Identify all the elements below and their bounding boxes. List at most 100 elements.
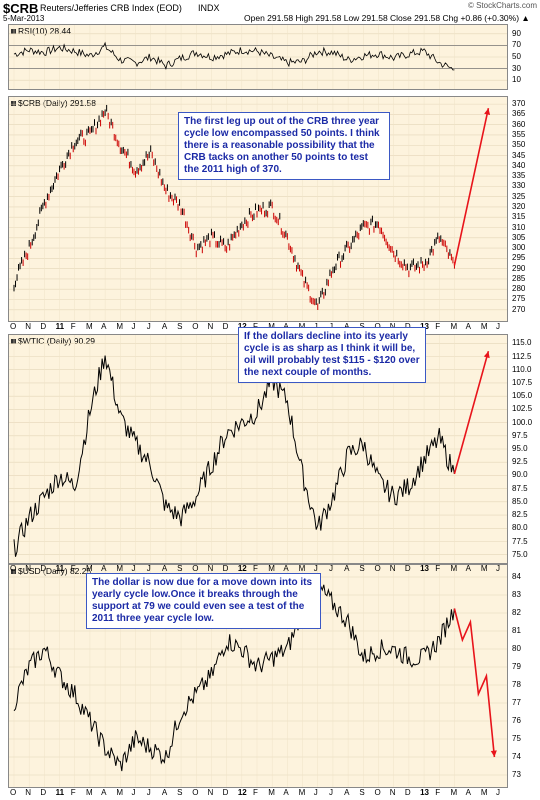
crb-y-tick: 350: [512, 140, 526, 150]
wtic-x-tick: J: [496, 564, 500, 573]
usd-x-tick: N: [389, 788, 396, 797]
crb-y-tick: 315: [512, 212, 526, 222]
crb-x-tick: M: [85, 322, 93, 331]
crb-y-tick: 295: [512, 253, 526, 263]
wtic-x-tick: M: [85, 564, 93, 573]
crb-annotation: The first leg up out of the CRB three ye…: [178, 112, 390, 180]
usd-x-tick: O: [10, 788, 17, 797]
usd-x-tick: 11: [55, 788, 65, 797]
watermark: © StockCharts.com: [467, 1, 537, 10]
wtic-projection-arrowhead: [483, 351, 490, 359]
crb-projection-line: [453, 108, 490, 266]
crb-y-tick: 355: [512, 129, 526, 139]
crb-y-tick: 340: [512, 160, 526, 170]
crb-projection-arrowhead: [484, 108, 491, 116]
wtic-y-tick: 82.5: [512, 510, 528, 520]
crb-x-tick: 13: [420, 323, 429, 331]
wtic-x-tick: 13: [420, 564, 429, 573]
usd-y-tick: 84: [512, 572, 521, 581]
wtic-y-tick: 100.0: [512, 417, 533, 427]
usd-x-tick: M: [480, 788, 488, 797]
wtic-x-tick: F: [70, 564, 76, 573]
usd-x-tick: D: [222, 788, 229, 797]
crb-x-tick: N: [207, 322, 214, 331]
usd-x-tick: D: [40, 788, 47, 797]
rsi-y-tick: 30: [512, 63, 521, 73]
wtic-y-tick: 110.0: [512, 364, 532, 374]
wtic-y-tick: 87.5: [512, 483, 528, 493]
crb-x-tick: A: [101, 322, 107, 331]
usd-y-tick: 81: [512, 626, 521, 635]
crb-y-tick: 280: [512, 284, 526, 294]
crb-x-tick: M: [480, 322, 488, 331]
usd-x-tick: D: [404, 788, 411, 797]
wtic-x-tick: F: [253, 564, 258, 573]
usd-y-tick: 79: [512, 662, 521, 671]
crb-x-tick: J: [496, 322, 500, 331]
usd-x-tick: F: [253, 788, 258, 797]
wtic-y-tick: 107.5: [512, 377, 533, 387]
wtic-x-tick: A: [161, 564, 168, 573]
crb-x-tick: M: [268, 323, 275, 331]
wtic-x-tick: A: [465, 564, 471, 573]
wtic-x-tick: M: [450, 564, 458, 573]
wtic-x-tick: A: [101, 564, 107, 573]
wtic-y-tick: 85.0: [512, 496, 528, 506]
crb-x-tick: O: [192, 322, 199, 331]
crb-x-tick: A: [344, 323, 349, 331]
crb-x-tick: A: [161, 322, 168, 331]
wtic-x-tick: M: [268, 564, 275, 573]
crb-y-tick: 370: [512, 99, 526, 109]
crb-x-tick: S: [359, 323, 364, 331]
crb-x-tick: J: [329, 323, 333, 331]
crb-x-tick: D: [405, 323, 411, 331]
wtic-y-tick: 112.5: [512, 351, 532, 361]
usd-x-tick: A: [161, 788, 168, 797]
wtic-y-tick: 97.5: [512, 430, 528, 440]
usd-x-tick: J: [131, 788, 136, 797]
wtic-x-tick: O: [192, 564, 199, 573]
wtic-projection-line: [453, 350, 490, 475]
crb-y-tick: 345: [512, 150, 526, 160]
crb-y-tick: 320: [512, 201, 526, 211]
crb-y-tick: 330: [512, 181, 526, 191]
wtic-y-tick: 115.0: [512, 338, 532, 348]
wtic-label: $WTIC (Daily) 90.29: [11, 336, 95, 346]
panel-marker-icon: [11, 101, 16, 107]
crb-x-tick: O: [375, 323, 381, 331]
usd-y-tick: 77: [512, 698, 521, 707]
wtic-y-tick: 92.5: [512, 457, 528, 467]
chart-date: 5-Mar-2013: [3, 14, 45, 23]
usd-y-tick: 76: [512, 716, 521, 725]
wtic-x-tick: O: [374, 564, 381, 573]
crb-x-tick: J: [314, 323, 318, 331]
crb-x-tick: D: [222, 322, 229, 331]
usd-x-tick: M: [85, 788, 93, 797]
usd-y-tick: 80: [512, 644, 521, 653]
usd-x-tick: F: [435, 788, 441, 797]
panel-marker-icon: [11, 569, 16, 575]
quote-line: Open 291.58 High 291.58 Low 291.58 Close…: [244, 13, 530, 23]
usd-y-tick: 75: [512, 734, 521, 743]
crb-x-tick: J: [146, 322, 151, 331]
usd-x-tick: F: [70, 788, 76, 797]
wtic-x-tick: F: [435, 564, 441, 573]
wtic-x-tick: O: [10, 564, 17, 573]
crb-y-tick: 365: [512, 109, 526, 119]
crb-x-tick: F: [435, 322, 441, 331]
crb-y-tick: 310: [512, 222, 526, 232]
usd-x-tick: O: [374, 788, 381, 797]
usd-x-tick: A: [344, 788, 350, 797]
rsi-y-tick: 10: [512, 75, 521, 85]
rsi-y-tick: 90: [512, 28, 521, 38]
panel-marker-icon: [11, 29, 16, 35]
crb-y-tick: 275: [512, 294, 526, 304]
usd-x-tick: 12: [237, 788, 247, 797]
usd-x-tick: J: [496, 788, 500, 797]
usd-label: $USD (Daily) 82.25: [11, 566, 91, 576]
crb-y-tick: 290: [512, 263, 526, 273]
wtic-y-tick: 77.5: [512, 536, 528, 546]
wtic-x-tick: S: [177, 564, 183, 573]
crb-y-tick: 360: [512, 119, 526, 129]
